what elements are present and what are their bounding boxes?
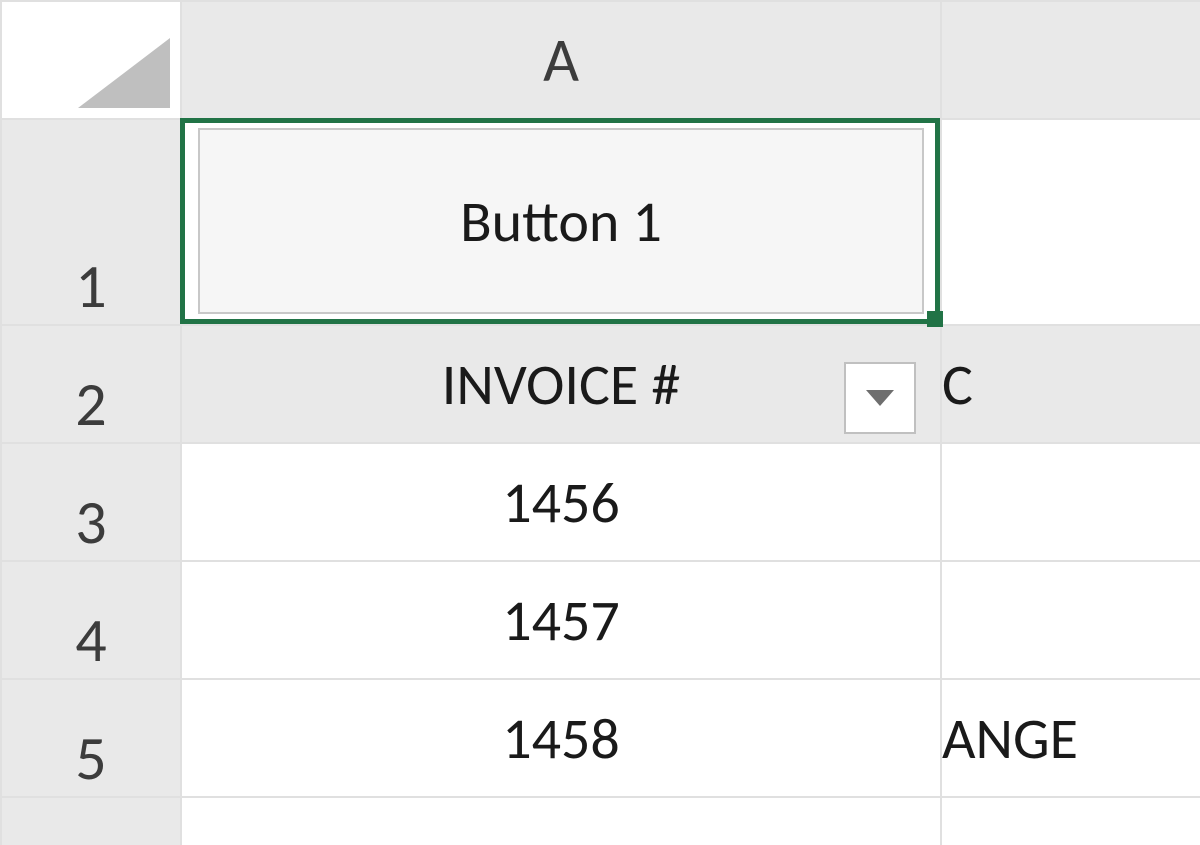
select-all-triangle-icon — [78, 38, 170, 108]
cell-b4[interactable] — [941, 561, 1200, 679]
cell-b6[interactable] — [941, 797, 1200, 845]
spreadsheet-viewport: A 1 2 INVOICE # C 3 1456 4 1 — [0, 0, 1200, 845]
row-header-2[interactable]: 2 — [1, 325, 181, 443]
form-button-label: Button 1 — [460, 186, 662, 257]
cell-b1[interactable] — [941, 119, 1200, 325]
cell-b3[interactable] — [941, 443, 1200, 561]
cell-a3[interactable]: 1456 — [181, 443, 941, 561]
cell-a5[interactable]: 1458 — [181, 679, 941, 797]
filter-dropdown-invoice[interactable] — [844, 362, 916, 434]
cell-a6[interactable] — [181, 797, 941, 845]
row-header-6[interactable] — [1, 797, 181, 845]
cell-a4[interactable]: 1457 — [181, 561, 941, 679]
chevron-down-icon — [866, 390, 894, 406]
row-header-3[interactable]: 3 — [1, 443, 181, 561]
spreadsheet-grid: A 1 2 INVOICE # C 3 1456 4 1 — [0, 0, 1200, 845]
cell-b5[interactable]: ANGE — [941, 679, 1200, 797]
cell-a2-header[interactable]: INVOICE # — [181, 325, 941, 443]
cell-b2-header[interactable]: C — [941, 325, 1200, 443]
row-header-5[interactable]: 5 — [1, 679, 181, 797]
form-button-1[interactable]: Button 1 — [198, 128, 924, 314]
column-header-b[interactable] — [941, 1, 1200, 119]
select-all-corner[interactable] — [1, 1, 181, 119]
row-header-1[interactable]: 1 — [1, 119, 181, 325]
column-header-a[interactable]: A — [181, 1, 941, 119]
table-header-invoice: INVOICE # — [442, 349, 680, 420]
row-header-4[interactable]: 4 — [1, 561, 181, 679]
table-header-b-partial: C — [942, 349, 973, 420]
